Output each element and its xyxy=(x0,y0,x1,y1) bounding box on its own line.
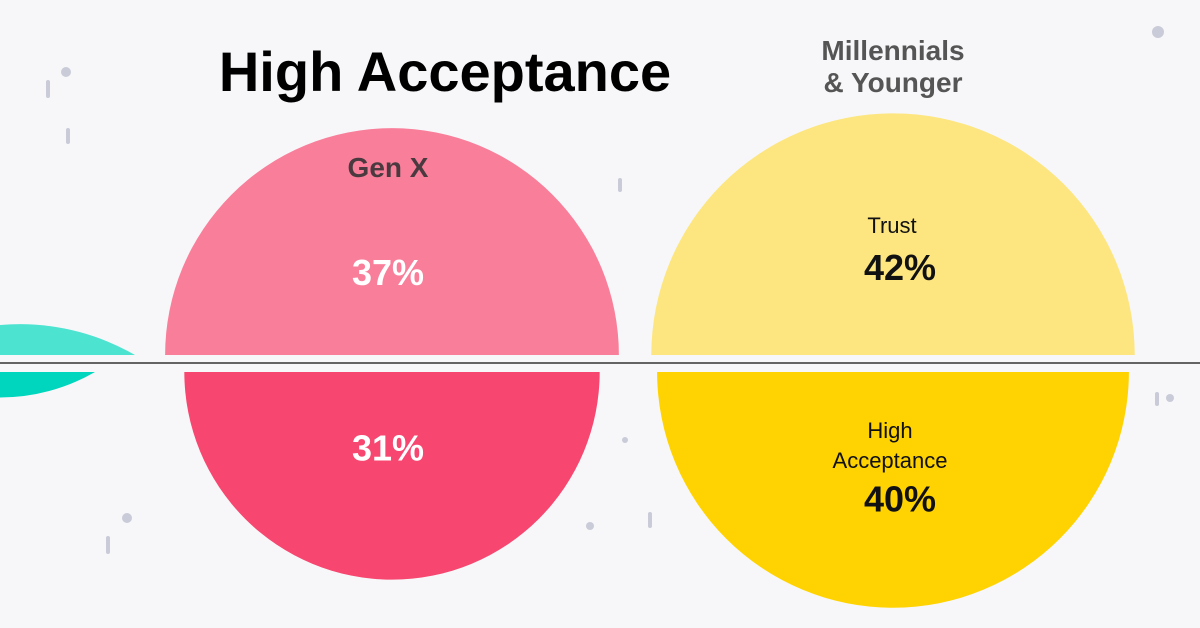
semicircle xyxy=(651,113,1135,356)
value-label: 37% xyxy=(352,252,424,293)
series-label: High Acceptance xyxy=(832,418,948,473)
background-dots xyxy=(46,26,1174,554)
value-label: 40% xyxy=(864,478,936,519)
category-label: Gen X xyxy=(347,152,429,183)
value-label: 42% xyxy=(864,247,936,288)
cut-off-circle xyxy=(0,324,135,355)
semicircle xyxy=(657,372,1129,608)
series-label: Trust xyxy=(867,213,917,238)
cut-off-circle xyxy=(0,372,95,398)
semicircle xyxy=(184,372,600,580)
semicircle xyxy=(165,128,619,355)
value-label: 31% xyxy=(352,427,424,468)
category-label: Millennials & Younger xyxy=(821,35,965,98)
chart-title: High Acceptance xyxy=(219,40,671,103)
